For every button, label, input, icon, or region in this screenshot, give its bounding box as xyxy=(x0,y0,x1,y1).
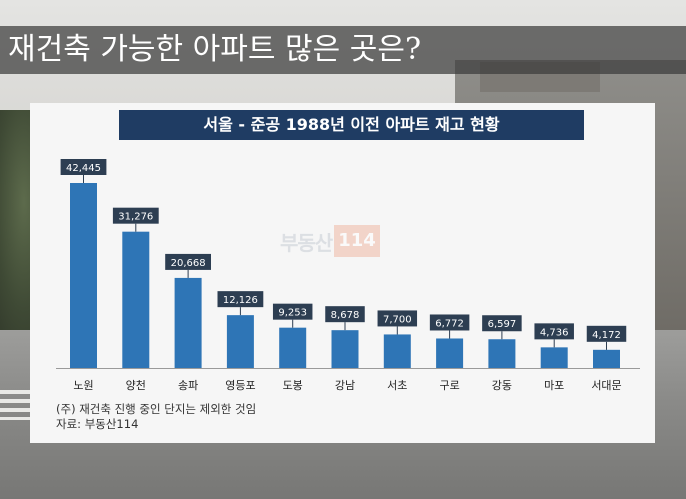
bar-9 xyxy=(540,347,568,368)
watermark-logo: 부동산 114 xyxy=(280,223,380,259)
data-label-box-2 xyxy=(165,253,211,270)
category-label-10: 서대문 xyxy=(591,379,621,392)
data-label-box-7 xyxy=(429,314,470,331)
source-note: 자료: 부동산114 xyxy=(56,417,139,431)
chart-title-box xyxy=(119,110,584,140)
data-label-4: 9,253 xyxy=(278,308,307,319)
headline-bar xyxy=(0,26,686,74)
category-label-3: 영등포 xyxy=(225,379,255,392)
category-label-2: 송파 xyxy=(178,379,198,392)
data-label-10: 4,172 xyxy=(592,330,621,341)
data-label-box-4 xyxy=(272,303,313,320)
watermark-text: 부동산 xyxy=(280,230,333,255)
data-label-box-10 xyxy=(586,325,627,342)
data-label-box-0 xyxy=(60,159,107,175)
data-label-2: 20,668 xyxy=(171,258,206,269)
data-label-7: 6,772 xyxy=(435,318,464,329)
footnote: (주) 재건축 진행 중인 단지는 제외한 것임 xyxy=(56,402,257,416)
bar-10 xyxy=(593,349,620,368)
data-label-box-8 xyxy=(482,315,522,332)
bar-2 xyxy=(174,277,202,368)
category-label-9: 마포 xyxy=(544,379,564,392)
headline: 재건축 가능한 아파트 많은 곳은? xyxy=(8,32,422,67)
bar-8 xyxy=(488,339,516,368)
data-label-box-5 xyxy=(325,306,365,323)
bar-3 xyxy=(226,315,254,368)
bar-6 xyxy=(383,334,411,368)
data-label-3: 12,126 xyxy=(223,295,258,306)
data-label-1: 31,276 xyxy=(118,212,153,223)
data-label-9: 4,736 xyxy=(540,327,569,338)
data-label-8: 6,597 xyxy=(488,319,517,330)
category-label-6: 서초 xyxy=(387,379,407,392)
bar-7 xyxy=(436,338,464,368)
category-label-8: 강동 xyxy=(492,379,512,392)
data-label-box-1 xyxy=(112,207,159,224)
watermark-number: 114 xyxy=(334,225,380,257)
data-label-0: 42,445 xyxy=(66,163,101,174)
bar-4 xyxy=(279,327,307,368)
data-label-box-9 xyxy=(534,323,574,340)
category-label-5: 강남 xyxy=(335,379,355,392)
category-label-7: 구로 xyxy=(439,379,459,392)
data-label-box-3 xyxy=(217,291,264,308)
data-label-5: 8,678 xyxy=(331,310,360,321)
category-label-1: 양천 xyxy=(126,378,146,392)
category-label-0: 노원 xyxy=(73,379,93,392)
data-label-6: 7,700 xyxy=(383,314,412,325)
chart-title: 서울 - 준공 1988년 이전 아파트 재고 현황 xyxy=(203,115,500,134)
bar-1 xyxy=(122,231,150,368)
data-label-box-6 xyxy=(377,310,418,327)
bar-0 xyxy=(70,183,97,368)
bar-5 xyxy=(331,330,359,368)
category-label-4: 도봉 xyxy=(283,379,303,392)
